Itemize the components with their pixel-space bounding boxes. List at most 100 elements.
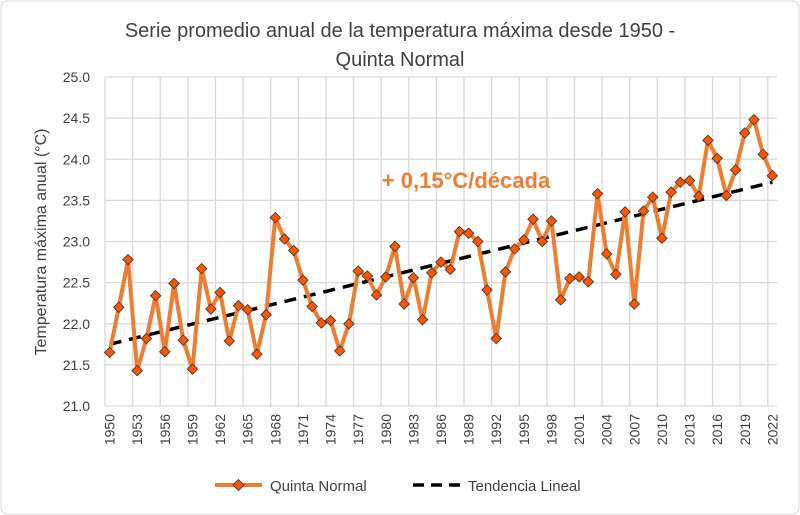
x-tick-label: 1992 [488,414,504,445]
data-point [692,190,705,203]
y-tick-label: 25.0 [63,69,90,85]
x-tick-label: 2022 [764,414,780,445]
data-point [545,215,558,227]
legend: Quinta Normal Tendencia Lineal [215,478,581,495]
data-point [205,303,217,315]
data-point [508,243,521,255]
data-point [398,298,410,310]
data-point [536,235,549,248]
legend-label-trend: Tendencia Lineal [468,478,581,495]
x-tick-label: 1968 [267,414,283,445]
chart-title-line-1: Serie promedio anual de la temperatura m… [125,20,675,42]
data-point [232,299,245,312]
data-point [195,262,208,275]
x-tick-label: 2004 [599,414,615,445]
y-tick-label: 23.5 [63,192,90,208]
legend-marker-icon [232,478,245,492]
data-point [260,308,272,321]
y-tick-label: 22.0 [63,316,90,332]
x-tick-label: 1983 [405,414,421,445]
data-point [582,276,595,288]
x-tick-label: 2007 [626,414,642,445]
x-tick-label: 1974 [323,414,339,445]
data-point [573,271,585,283]
data-point [324,314,337,327]
data-point [481,284,493,296]
data-point [748,114,760,126]
data-point [122,253,134,266]
data-point [683,174,696,187]
data-point [628,298,641,310]
y-tick-label: 21.5 [63,357,90,373]
data-point [297,274,309,286]
x-tick-label: 1977 [350,414,366,445]
y-tick-label: 22.5 [63,275,90,291]
x-tick-label: 2010 [654,414,670,445]
x-tick-label: 1962 [212,414,228,445]
data-point [287,244,300,257]
data-point [352,265,364,277]
chart-title-line-2: Quinta Normal [336,49,465,71]
x-tick-label: 1959 [184,414,200,445]
data-point [251,348,263,360]
data-point [554,294,567,306]
data-point [564,272,576,285]
x-tick-label: 1980 [378,414,394,445]
x-tick-label: 2019 [737,414,753,445]
x-tick-label: 2016 [709,414,725,445]
data-point [619,206,631,218]
legend-label-quinta-normal: Quinta Normal [270,478,367,495]
data-point [168,277,180,290]
data-point [380,271,392,283]
x-tick-label: 1995 [516,414,532,445]
y-tick-label: 24.5 [63,110,90,126]
data-point [610,268,622,281]
data-point [426,266,438,279]
y-tick-label: 23.0 [63,234,90,250]
data-point [472,235,484,248]
data-point [389,240,401,253]
x-tick-label: 1956 [157,414,173,445]
data-point [333,345,346,357]
data-point [140,332,153,345]
data-point [177,334,190,346]
data-point [159,345,171,358]
x-tick-label: 1953 [129,414,145,445]
data-point [214,286,226,299]
data-point [315,317,328,329]
data-point [720,189,733,202]
data-point [518,234,530,246]
x-tick-label: 1965 [240,414,256,445]
data-point [278,233,291,245]
y-tick-label: 21.0 [63,398,90,414]
data-point [702,134,714,147]
x-tick-label: 1971 [295,414,311,445]
x-tick-label: 1989 [461,414,477,445]
x-tick-label: 1998 [543,414,559,445]
data-point [306,300,318,313]
data-point [149,290,162,302]
data-point [766,169,779,182]
data-point [269,211,282,224]
x-tick-label: 1986 [433,414,449,445]
data-point [739,127,751,139]
data-point [674,176,687,189]
data-point [646,191,659,203]
y-tick-label: 24.0 [63,151,90,167]
data-point [453,225,466,238]
data-point [223,335,236,347]
data-point [757,148,769,161]
x-tick-label: 2001 [571,414,587,445]
data-point [241,304,254,316]
data-point [711,152,723,165]
trend-annotation: + 0,15°C/década [382,168,551,193]
data-point [131,364,143,377]
data-point [490,332,502,345]
data-point [591,188,604,200]
x-tick-label: 1950 [102,414,118,445]
data-point [186,363,199,375]
data-point [416,313,429,326]
data-point [113,301,125,314]
data-point [462,227,475,240]
